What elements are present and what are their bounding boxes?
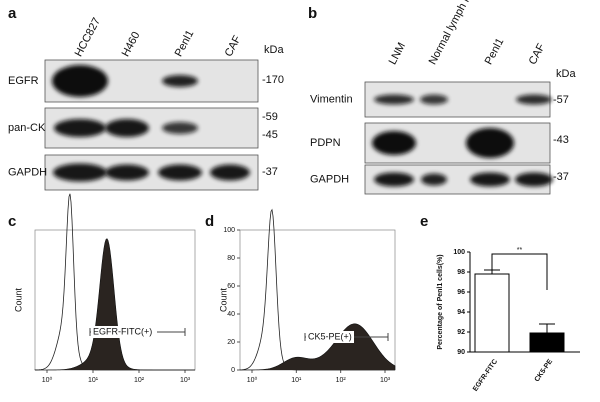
band [54,119,106,137]
panel-label: d [205,213,214,230]
x-tick-label: CK5-PE [534,358,555,383]
kda-label: kDa [556,68,576,80]
y-tick-label: 0 [231,367,235,374]
lane-label: CAF [527,41,548,66]
lane-label: Normal lymph node [427,0,482,67]
significance-label: ** [517,247,523,254]
row-label: GAPDH [310,173,349,185]
row-label: PDPN [310,137,341,149]
band [374,94,414,105]
y-tick-label: 96 [457,289,465,296]
band [421,173,447,186]
x-tick-label: 10² [134,377,145,384]
bar [529,332,565,353]
gate-label-bg [306,331,354,343]
y-axis-label: Count [218,288,228,313]
y-tick-label: 98 [457,269,465,276]
mw-label: -59 [262,111,278,123]
y-tick-label: 94 [457,309,465,316]
x-tick-label: 10¹ [88,377,99,384]
panel-label: a [8,5,17,22]
mw-label: -45 [262,129,278,141]
x-tick-label: 10¹ [291,377,302,384]
band [420,94,448,105]
band [105,119,149,137]
band [374,172,414,187]
band [516,94,552,105]
lane-label: HCC827 [73,16,103,59]
mw-label: -57 [553,94,569,106]
x-tick-label: EGFR-FITC [472,358,499,393]
panel-label: e [420,213,428,230]
lane-label: LNM [387,41,409,67]
band [162,122,198,134]
x-tick-label: 10⁰ [42,376,53,384]
band [158,164,202,181]
y-tick-label: 100 [223,227,235,234]
band [53,163,107,182]
band [162,75,198,87]
band [372,131,416,155]
panel-label: c [8,213,16,230]
band [105,164,149,181]
y-tick-label: 80 [227,255,235,262]
y-tick-label: 90 [457,349,465,356]
gate-label-bg [91,326,157,338]
x-tick-label: 10³ [380,377,391,384]
y-axis-label: Count [13,288,23,313]
y-tick-label: 40 [227,311,235,318]
significance-bracket [491,253,548,290]
band [466,128,514,158]
lane-label: CAF [223,33,244,58]
x-tick-label: 10⁰ [247,376,258,384]
band [210,164,250,181]
lane-label: H460 [120,30,143,59]
y-tick-label: 92 [457,329,465,336]
bar [474,273,510,353]
lane-label: Penl1 [173,28,197,58]
x-tick-label: 10² [336,377,347,384]
gate-label: EGFR-FITC(+) [93,326,152,336]
y-tick-label: 20 [227,339,235,346]
row-label: EGFR [8,75,39,87]
mw-label: -37 [553,171,569,183]
mw-label: -43 [553,134,569,146]
band [470,172,510,187]
mw-label: -170 [262,74,284,86]
row-label: GAPDH [8,166,47,178]
x-tick-label: 10³ [180,377,191,384]
row-label: Vimentin [310,93,353,105]
gate-label: CK5-PE(+) [308,331,352,341]
positive-histogram [35,238,195,371]
y-tick-label: 60 [227,283,235,290]
band [515,172,553,187]
kda-label: kDa [264,44,284,56]
panel-label: b [308,5,317,22]
y-axis-label: Percentage of Penl1 cells(%) [437,254,444,349]
band [52,65,108,97]
y-tick-label: 100 [453,249,465,256]
row-label: pan-CK [8,122,46,134]
mw-label: -37 [262,166,278,178]
lane-label: Penl1 [483,36,507,66]
